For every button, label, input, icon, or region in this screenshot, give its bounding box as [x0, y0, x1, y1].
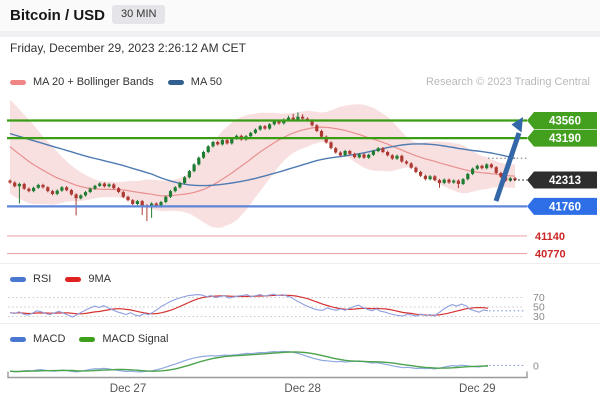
price-label-red: 41140	[535, 231, 565, 243]
svg-text:41760: 41760	[549, 201, 581, 213]
legend-item: MACD Signal	[79, 333, 168, 345]
resistance-badge: 43560	[527, 112, 597, 129]
legend-swatch-icon	[10, 79, 26, 85]
x-axis-label: Dec 27	[110, 383, 146, 395]
datetime-label: Friday, December 29, 2023 2:26:12 AM CET	[10, 41, 246, 55]
legend-label: 9MA	[88, 273, 111, 285]
macd-signal-line	[9, 351, 489, 373]
last-price-badge: 42313	[527, 171, 597, 189]
macd-line	[9, 350, 489, 373]
legend-label: MACD	[33, 333, 66, 345]
macd-panel	[9, 350, 489, 373]
legend-macd: MACD MACD Signal	[10, 333, 168, 345]
legend-swatch-icon	[65, 276, 82, 282]
watermark: Research © 2023 Trading Central	[425, 76, 590, 88]
legend-item: MACD	[10, 333, 65, 345]
x-axis-label: Dec 28	[284, 383, 320, 395]
bollinger-band	[10, 99, 515, 228]
legend-swatch-icon	[167, 79, 184, 85]
header-divider	[0, 31, 600, 37]
legend-label: RSI	[33, 273, 52, 285]
macd-zero-label: 0	[533, 361, 539, 373]
legend-swatch-icon	[10, 336, 26, 342]
rsi-9ma-line	[9, 294, 489, 316]
price-label-red: 40770	[535, 249, 566, 261]
ma20-line	[9, 126, 516, 197]
page-title: Bitcoin / USD	[10, 7, 106, 24]
price-panel	[8, 99, 517, 228]
up-arrow-icon	[493, 117, 523, 202]
rsi-tick-label: 50	[533, 302, 545, 314]
resistance-badge: 43190	[527, 129, 597, 147]
rsi-line	[9, 293, 489, 318]
legend-rsi: RSI 9MA	[10, 273, 111, 285]
legend-label: MA 20 + Bollinger Bands	[33, 76, 154, 88]
ma50-line	[9, 132, 516, 187]
legend-item: MA 20 + Bollinger Bands	[10, 76, 154, 88]
timeframe-badge[interactable]: 30 MIN	[112, 5, 166, 24]
legend-item: MA 50	[167, 76, 222, 88]
rsi-panel	[9, 293, 489, 318]
panel-separator-2	[0, 323, 600, 324]
svg-text:42313: 42313	[549, 175, 581, 187]
rsi-tick-label: 70	[533, 292, 545, 304]
rsi-tick-label: 30	[533, 311, 545, 323]
legend-main: MA 20 + Bollinger Bands MA 50	[10, 76, 222, 88]
legend-item: 9MA	[65, 273, 111, 285]
x-axis-label: Dec 29	[459, 383, 495, 395]
panel-separator-1	[0, 263, 600, 264]
support-badge: 41760	[527, 197, 597, 215]
legend-swatch-icon	[79, 336, 96, 342]
header	[0, 0, 600, 31]
svg-text:43560: 43560	[549, 116, 581, 128]
svg-text:43190: 43190	[549, 133, 581, 145]
legend-label: MACD Signal	[102, 333, 169, 345]
legend-swatch-icon	[10, 276, 26, 282]
legend-label: MA 50	[190, 76, 222, 88]
x-axis	[7, 371, 528, 379]
legend-item: RSI	[10, 273, 51, 285]
